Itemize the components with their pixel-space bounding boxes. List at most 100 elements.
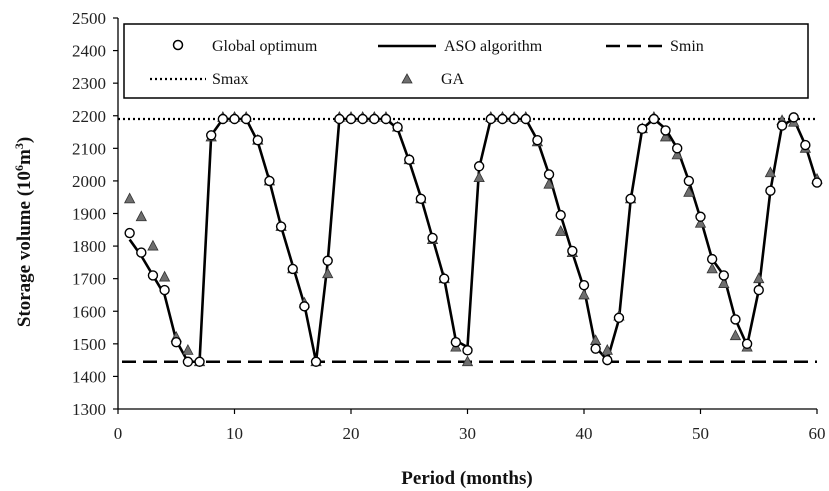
global-optimum-point	[543, 169, 555, 180]
global-optimum-point	[322, 255, 333, 266]
x-tick-label: 0	[114, 424, 123, 443]
legend-global-optimum-label: Global optimum	[212, 38, 318, 55]
global-optimum-point	[602, 354, 613, 366]
global-optimum-point	[439, 273, 450, 284]
y-axis-title-close: )	[14, 137, 35, 143]
y-tick-label: 1700	[72, 270, 106, 289]
global-optimum-point	[205, 130, 217, 141]
global-optimum-point	[508, 113, 520, 125]
x-tick-label: 20	[343, 424, 360, 443]
global-optimum-point	[392, 121, 403, 133]
y-tick-label: 1800	[72, 237, 106, 256]
ga-point	[706, 262, 718, 274]
global-optimum-point	[567, 245, 578, 257]
y-tick-label: 1400	[72, 367, 106, 386]
global-optimum-point	[182, 356, 194, 367]
global-optimum-point	[427, 232, 438, 244]
x-tick-label: 50	[692, 424, 709, 443]
global-optimum-point	[730, 314, 741, 325]
global-optimum-point	[345, 113, 357, 125]
legend: Global optimum ASO algorithm Smin Smax G…	[123, 23, 809, 99]
y-tick-label: 2200	[72, 107, 106, 126]
global-optimum-point	[380, 113, 392, 125]
ga-point	[601, 343, 613, 355]
y-tick-label: 1600	[72, 302, 106, 321]
y-tick-label: 2500	[72, 9, 106, 28]
global-optimum-point	[473, 161, 485, 172]
global-optimum-point	[159, 284, 170, 296]
y-axis-title-unit: m	[14, 149, 35, 165]
ga-point	[764, 166, 777, 178]
y-tick-label: 1500	[72, 335, 106, 354]
global-optimum-point	[695, 211, 706, 222]
global-optimum-point	[741, 338, 753, 350]
global-optimum-point	[334, 113, 345, 125]
ga-point	[555, 225, 567, 236]
ga-point	[718, 277, 730, 288]
global-optimum-series-markers	[124, 112, 823, 367]
x-tick-label: 60	[809, 424, 826, 443]
ga-point	[578, 288, 590, 300]
global-optimum-point	[590, 343, 601, 354]
ga-point	[543, 177, 555, 189]
ga-point	[694, 216, 707, 228]
legend-global-optimum-marker	[172, 39, 184, 51]
y-tick-label: 1300	[72, 400, 106, 419]
y-axis-title-main: Storage volume (10	[14, 171, 35, 327]
global-optimum-point	[625, 193, 636, 205]
ga-point	[322, 267, 334, 279]
global-optimum-point	[404, 154, 415, 165]
global-optimum-point	[555, 209, 566, 221]
global-optimum-point	[217, 113, 229, 125]
ga-point	[147, 239, 159, 251]
global-optimum-point	[718, 270, 729, 281]
ga-point	[473, 171, 485, 183]
global-optimum-point	[462, 345, 473, 356]
x-tick-label: 10	[226, 424, 243, 443]
legend-box	[123, 23, 809, 99]
global-optimum-point	[229, 113, 240, 125]
global-optimum-point	[672, 143, 683, 154]
global-optimum-point	[287, 263, 298, 275]
global-optimum-point	[637, 123, 648, 134]
global-optimum-point	[520, 113, 531, 125]
global-optimum-point	[171, 337, 182, 348]
global-optimum-point	[147, 270, 159, 281]
x-tick-label: 40	[576, 424, 593, 443]
global-optimum-point	[776, 120, 788, 131]
global-optimum-point	[136, 247, 147, 258]
y-tick-label: 1900	[72, 205, 106, 224]
global-optimum-point	[683, 175, 695, 187]
y-axis-title: Storage volume (106m3)	[12, 137, 35, 327]
legend-smin-label: Smin	[670, 38, 704, 55]
global-optimum-point	[578, 279, 590, 291]
y-tick-label: 2400	[72, 42, 106, 61]
global-optimum-point	[532, 134, 543, 146]
global-optimum-point	[357, 113, 368, 125]
y-axis-title-sup2: 3	[12, 143, 26, 149]
global-optimum-point	[415, 193, 427, 205]
global-optimum-point	[369, 113, 380, 125]
global-optimum-point	[613, 312, 625, 323]
ga-point	[659, 130, 672, 142]
global-optimum-point	[765, 185, 776, 196]
global-optimum-point	[310, 356, 322, 367]
ga-point	[729, 329, 742, 341]
legend-ga-marker	[401, 73, 413, 84]
global-optimum-point	[800, 139, 811, 151]
y-tick-label: 2100	[72, 139, 106, 158]
x-tick-group: 0 10 20 30 40 50 60	[114, 409, 826, 443]
x-tick-label: 30	[459, 424, 476, 443]
ga-point	[589, 334, 602, 345]
ga-point	[683, 185, 695, 197]
global-optimum-point	[485, 113, 496, 125]
global-optimum-point	[497, 113, 508, 125]
ga-point	[753, 272, 765, 284]
global-optimum-point	[252, 134, 263, 146]
global-optimum-point	[299, 301, 310, 312]
global-optimum-point	[753, 284, 764, 296]
y-tick-label: 2300	[72, 74, 106, 93]
ga-point	[158, 270, 171, 282]
x-axis-title: Period (months)	[401, 468, 532, 489]
global-optimum-point	[124, 227, 135, 239]
